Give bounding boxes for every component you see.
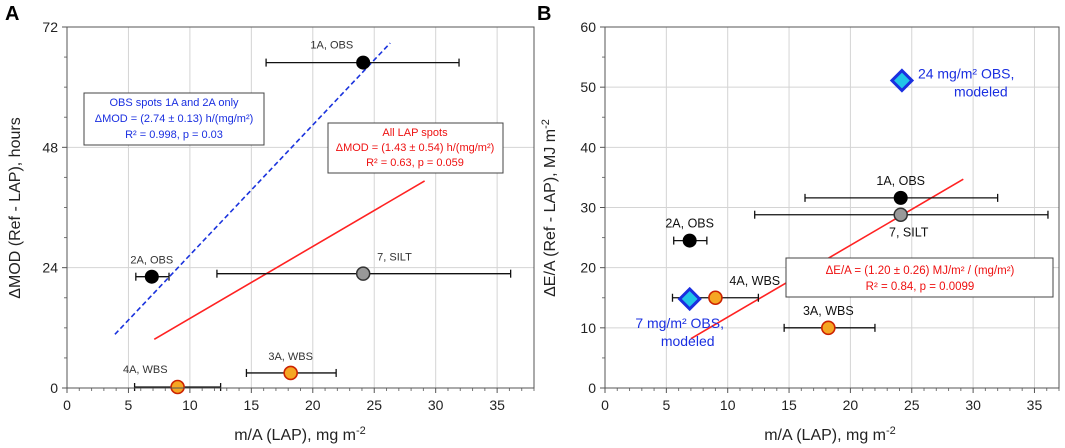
panel-a-chart: 0 5 10 15 20 25 30 35 0 24 48 72 1A, OBS 2A, OBS 7, S… — [7, 19, 535, 444]
point-label-7: 7, SILT — [377, 252, 412, 264]
point-label-3A: 3A, WBS — [803, 304, 854, 318]
x-tick-label: 25 — [904, 397, 920, 413]
y-tick-label: 0 — [588, 380, 596, 396]
x-axis-label-b: m/A (LAP), mg m-2 — [764, 425, 896, 444]
annotation-obs-title: OBS spots 1A and 2A only — [109, 97, 239, 109]
x-tick-label: 30 — [965, 397, 981, 413]
point-label-7: 7, SILT — [889, 226, 929, 240]
panel-b-chart: 0 5 10 15 20 25 30 35 0 10 20 30 40 50 60 1A, OBS 7, SI… — [540, 19, 1060, 444]
point-label-1A: 1A, OBS — [876, 174, 925, 188]
data-point-7 — [355, 266, 371, 281]
point-label-3A: 3A, WBS — [268, 351, 313, 363]
point-label-M24: 24 mg/m² OBS, — [918, 66, 1014, 82]
x-tick-label: 10 — [182, 397, 198, 413]
annotation-b-equation: ΔE/A = (1.20 ± 0.26) MJ/m² / (mg/m²) — [826, 265, 1015, 277]
x-tick-label: 10 — [720, 397, 736, 413]
point-label-M24-line2: modeled — [954, 84, 1008, 100]
x-tick-label: 35 — [1027, 397, 1043, 413]
x-tick-label: 0 — [601, 397, 609, 413]
x-tick-label: 5 — [662, 397, 670, 413]
data-point-4A — [170, 379, 185, 395]
point-label-2A: 2A, OBS — [130, 255, 173, 267]
y-tick-label: 72 — [42, 19, 58, 35]
y-tick-label: 60 — [580, 19, 596, 35]
y-tick-label: 40 — [580, 139, 596, 155]
panel-label-b: B — [537, 3, 551, 25]
plot-frame-a — [66, 26, 535, 389]
x-tick-label: 35 — [489, 397, 505, 413]
data-point-2A — [682, 233, 697, 248]
annotation-obs-equation: ΔMOD = (2.74 ± 0.13) h/(mg/m²) — [95, 113, 254, 125]
point-label-4A: 4A, WBS — [123, 364, 168, 376]
annotation-obs-fit: OBS spots 1A and 2A only ΔMOD = (2.74 ± … — [83, 92, 265, 146]
data-point-4A — [708, 290, 723, 306]
fit-line-obs — [114, 42, 391, 335]
annotation-all-stats: R² = 0.63, p = 0.059 — [366, 157, 464, 169]
x-tick-label: 15 — [244, 397, 260, 413]
y-tick-label: 48 — [42, 139, 58, 155]
annotation-b-fit: ΔE/A = (1.20 ± 0.26) MJ/m² / (mg/m²) R² … — [785, 257, 1054, 298]
data-point-2A — [144, 269, 159, 284]
y-axis-label-b: ΔE/A (Ref - LAP), MJ m-2 — [540, 119, 559, 297]
data-point-3A — [283, 365, 298, 381]
annotation-b-stats: R² = 0.84, p = 0.0099 — [866, 281, 975, 293]
data-point-3A — [821, 320, 836, 336]
y-tick-label: 30 — [580, 200, 596, 216]
data-point-M24 — [889, 68, 915, 93]
annotation-all-equation: ΔMOD = (1.43 ± 0.54) h/(mg/m²) — [336, 142, 495, 154]
point-label-M7: 7 mg/m² OBS, — [635, 315, 724, 331]
y-axis-label-a: ΔMOD (Ref - LAP), hours — [7, 117, 24, 298]
x-tick-label: 5 — [125, 397, 133, 413]
x-tick-label: 15 — [781, 397, 797, 413]
y-tick-label: 10 — [580, 320, 596, 336]
point-label-2A: 2A, OBS — [665, 217, 714, 231]
y-tick-label: 50 — [580, 79, 596, 95]
data-point-1A — [893, 190, 908, 205]
x-axis-label-a: m/A (LAP), mg m-2 — [234, 425, 366, 444]
annotation-obs-stats: R² = 0.998, p = 0.03 — [125, 129, 223, 141]
annotation-all-fit: All LAP spots ΔMOD = (1.43 ± 0.54) h/(mg… — [327, 122, 504, 174]
x-tick-label: 25 — [366, 397, 382, 413]
plot-frame-b — [604, 26, 1060, 389]
y-tick-label: 0 — [50, 380, 58, 396]
point-label-1A: 1A, OBS — [310, 40, 353, 52]
x-tick-label: 20 — [843, 397, 859, 413]
panel-label-a: A — [5, 3, 19, 25]
annotation-all-title: All LAP spots — [382, 127, 448, 139]
fit-line-all — [153, 180, 426, 341]
x-tick-label: 20 — [305, 397, 321, 413]
data-point-1A — [356, 55, 371, 70]
y-tick-label: 24 — [42, 260, 58, 276]
data-point-7 — [893, 207, 908, 222]
y-tick-label: 20 — [580, 260, 596, 276]
point-label-M7-line2: modeled — [661, 333, 715, 349]
data-point-M7 — [677, 286, 702, 312]
x-tick-label: 0 — [63, 397, 71, 413]
x-tick-label: 30 — [428, 397, 444, 413]
point-label-4A: 4A, WBS — [729, 274, 780, 288]
